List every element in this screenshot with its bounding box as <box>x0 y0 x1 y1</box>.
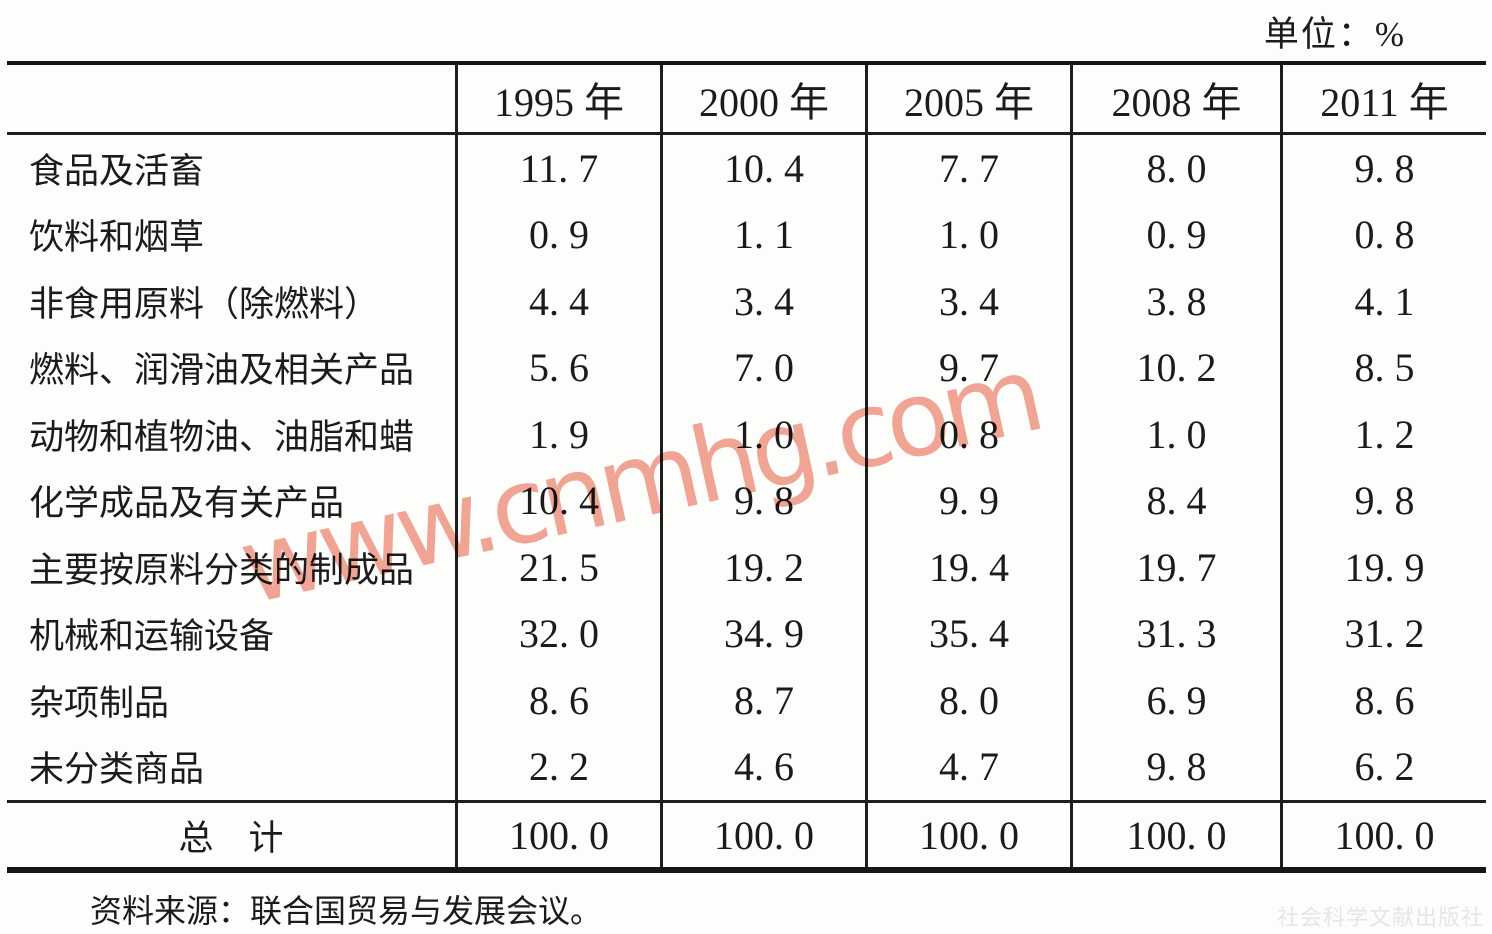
cell-value: 1. 1 <box>660 201 865 268</box>
row-label: 食品及活畜 <box>29 151 205 191</box>
cell-value: 9. 8 <box>1070 733 1280 800</box>
publisher-watermark: 社会科学文献出版社 <box>1276 905 1484 930</box>
cell-value: 5. 6 <box>455 334 660 401</box>
header-year-2011: 2011 年 <box>1280 65 1486 132</box>
total-row-label: 总 计 <box>178 818 284 858</box>
table-row: 未分类商品 2. 2 4. 6 4. 7 9. 8 6. 2 <box>7 733 1486 800</box>
export-structure-table: 1995 年 2000 年 2005 年 2008 年 2011 年 食品及活畜… <box>7 61 1486 873</box>
table-header-row: 1995 年 2000 年 2005 年 2008 年 2011 年 <box>7 65 1486 135</box>
cell-value: 4. 7 <box>865 733 1070 800</box>
row-label: 燃料、润滑油及相关产品 <box>29 351 415 391</box>
table-row: 主要按原料分类的制成品 21. 5 19. 2 19. 4 19. 7 19. … <box>7 534 1486 601</box>
cell-value: 0. 8 <box>1280 201 1486 268</box>
cell-value: 8. 0 <box>865 667 1070 734</box>
cell-value: 9. 9 <box>865 467 1070 534</box>
cell-value: 9. 7 <box>865 334 1070 401</box>
header-year-2008: 2008 年 <box>1070 65 1280 132</box>
cell-value: 8. 7 <box>660 667 865 734</box>
header-year-2005: 2005 年 <box>865 65 1070 132</box>
cell-value: 3. 4 <box>660 268 865 335</box>
cell-value: 8. 0 <box>1070 135 1280 202</box>
table-row: 机械和运输设备 32. 0 34. 9 35. 4 31. 3 31. 2 <box>7 600 1486 667</box>
header-year-2000: 2000 年 <box>660 65 865 132</box>
row-label: 机械和运输设备 <box>29 617 275 657</box>
cell-value: 6. 2 <box>1280 733 1486 800</box>
cell-value: 10. 2 <box>1070 334 1280 401</box>
table-row: 燃料、润滑油及相关产品 5. 6 7. 0 9. 7 10. 2 8. 5 <box>7 334 1486 401</box>
cell-value: 1. 2 <box>1280 401 1486 468</box>
row-label: 饮料和烟草 <box>29 218 205 258</box>
cell-value: 31. 3 <box>1070 600 1280 667</box>
cell-value: 32. 0 <box>455 600 660 667</box>
cell-value: 0. 9 <box>1070 201 1280 268</box>
cell-value: 7. 7 <box>865 135 1070 202</box>
cell-value: 4. 1 <box>1280 268 1486 335</box>
cell-value: 4. 6 <box>660 733 865 800</box>
cell-value: 6. 9 <box>1070 667 1280 734</box>
cell-value: 8. 6 <box>455 667 660 734</box>
table-row: 非食用原料（除燃料） 4. 4 3. 4 3. 4 3. 8 4. 1 <box>7 268 1486 335</box>
cell-value: 9. 8 <box>660 467 865 534</box>
cell-value: 1. 0 <box>1070 401 1280 468</box>
table-row: 动物和植物油、油脂和蜡 1. 9 1. 0 0. 8 1. 0 1. 2 <box>7 401 1486 468</box>
total-value: 100. 0 <box>455 803 660 867</box>
cell-value: 0. 8 <box>865 401 1070 468</box>
row-label: 非食用原料（除燃料） <box>29 284 380 324</box>
cell-value: 0. 9 <box>455 201 660 268</box>
row-label: 主要按原料分类的制成品 <box>29 550 415 590</box>
cell-value: 34. 9 <box>660 600 865 667</box>
total-value: 100. 0 <box>1280 803 1486 867</box>
row-label: 杂项制品 <box>29 683 170 723</box>
cell-value: 35. 4 <box>865 600 1070 667</box>
cell-value: 1. 0 <box>660 401 865 468</box>
header-year-1995: 1995 年 <box>455 65 660 132</box>
table-row: 食品及活畜 11. 7 10. 4 7. 7 8. 0 9. 8 <box>7 135 1486 202</box>
cell-value: 1. 9 <box>455 401 660 468</box>
table-row: 化学成品及有关产品 10. 4 9. 8 9. 9 8. 4 9. 8 <box>7 467 1486 534</box>
cell-value: 8. 4 <box>1070 467 1280 534</box>
total-value: 100. 0 <box>865 803 1070 867</box>
cell-value: 19. 7 <box>1070 534 1280 601</box>
cell-value: 4. 4 <box>455 268 660 335</box>
total-value: 100. 0 <box>660 803 865 867</box>
cell-value: 19. 4 <box>865 534 1070 601</box>
header-corner-cell <box>7 65 455 132</box>
row-label: 化学成品及有关产品 <box>29 484 345 524</box>
cell-value: 10. 4 <box>660 135 865 202</box>
table-row: 杂项制品 8. 6 8. 7 8. 0 6. 9 8. 6 <box>7 667 1486 734</box>
cell-value: 8. 6 <box>1280 667 1486 734</box>
row-label: 未分类商品 <box>29 750 205 790</box>
cell-value: 1. 0 <box>865 201 1070 268</box>
cell-value: 21. 5 <box>455 534 660 601</box>
source-note: 资料来源：联合国贸易与发展会议。 <box>90 893 603 929</box>
row-label: 动物和植物油、油脂和蜡 <box>29 417 415 457</box>
table-total-row: 总 计 100. 0 100. 0 100. 0 100. 0 100. 0 <box>7 800 1486 867</box>
cell-value: 7. 0 <box>660 334 865 401</box>
cell-value: 11. 7 <box>455 135 660 202</box>
total-value: 100. 0 <box>1070 803 1280 867</box>
table-row: 饮料和烟草 0. 9 1. 1 1. 0 0. 9 0. 8 <box>7 201 1486 268</box>
unit-label: 单位：% <box>1263 15 1406 54</box>
cell-value: 31. 2 <box>1280 600 1486 667</box>
cell-value: 9. 8 <box>1280 135 1486 202</box>
cell-value: 10. 4 <box>455 467 660 534</box>
cell-value: 3. 4 <box>865 268 1070 335</box>
cell-value: 9. 8 <box>1280 467 1486 534</box>
cell-value: 3. 8 <box>1070 268 1280 335</box>
cell-value: 19. 2 <box>660 534 865 601</box>
cell-value: 19. 9 <box>1280 534 1486 601</box>
cell-value: 2. 2 <box>455 733 660 800</box>
cell-value: 8. 5 <box>1280 334 1486 401</box>
